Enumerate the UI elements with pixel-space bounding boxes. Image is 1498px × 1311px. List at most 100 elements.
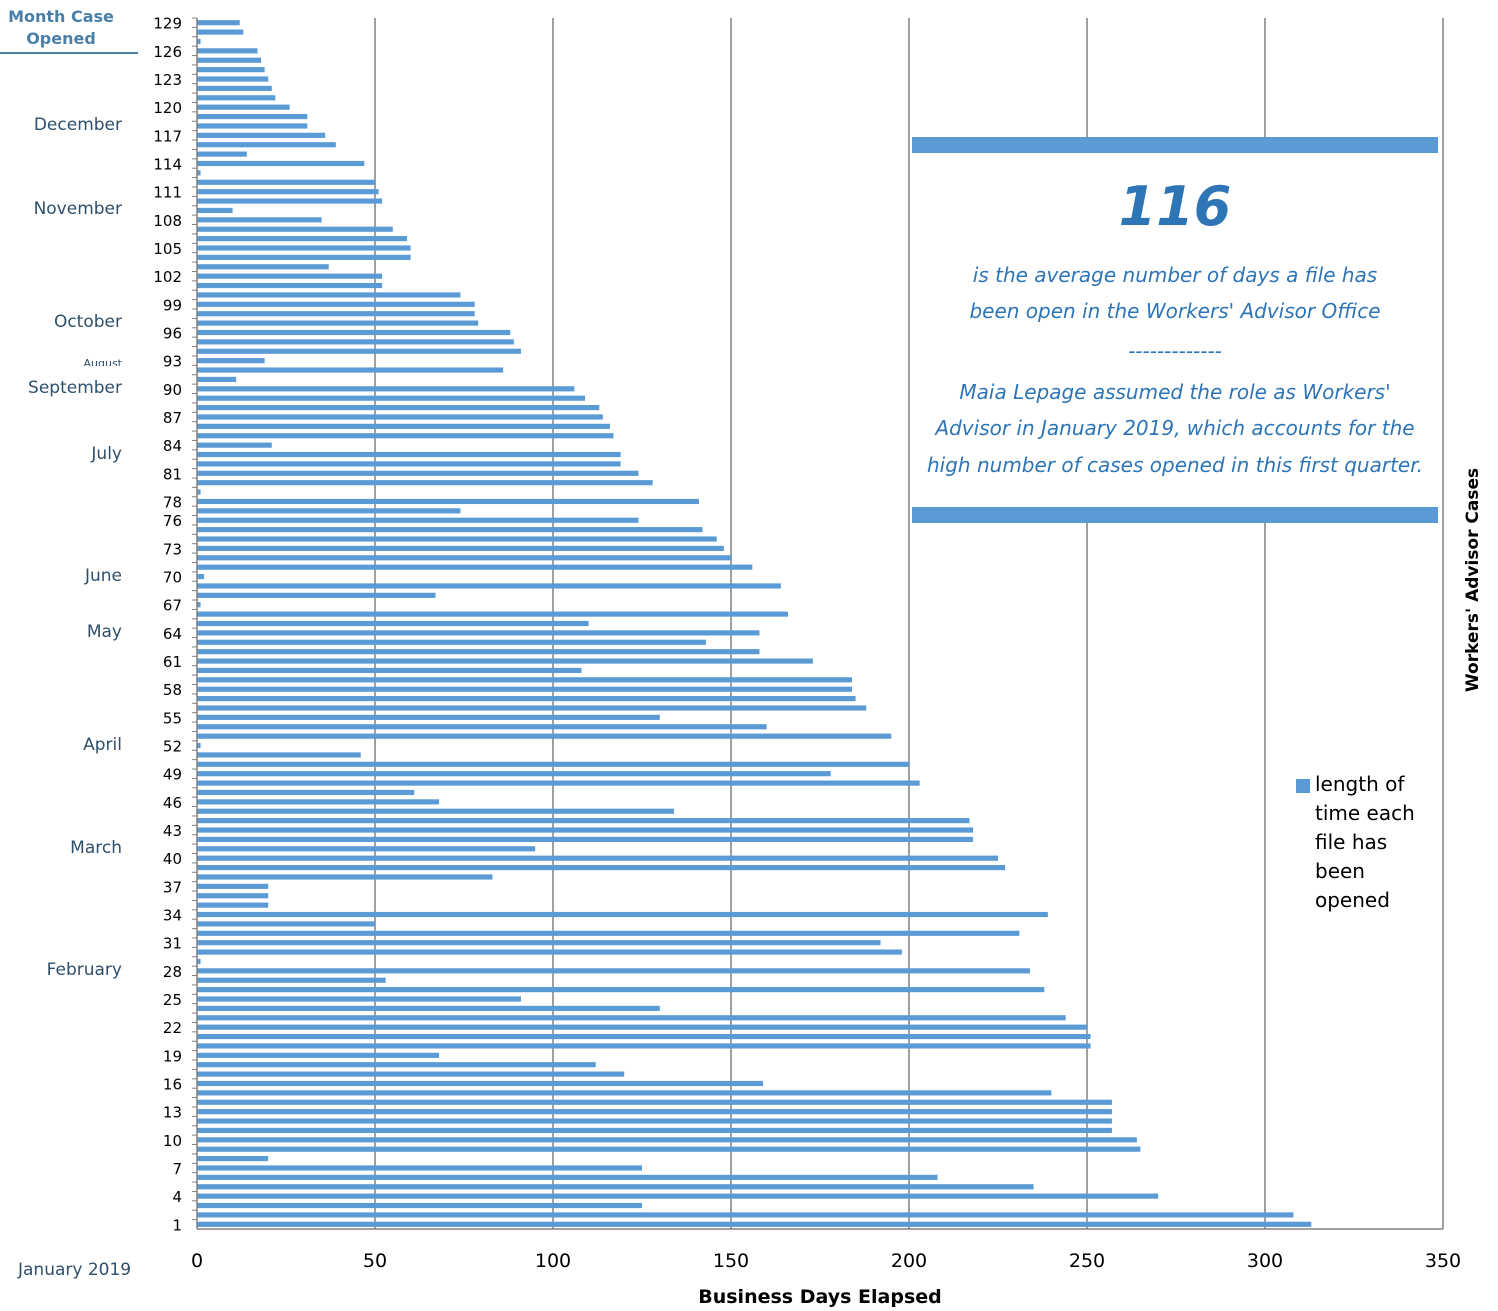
y-tick-label: 114 — [153, 156, 182, 174]
bar-case-101 — [197, 282, 383, 289]
bar-case-45 — [197, 808, 675, 814]
callout-line-5: high number of cases opened in this firs… — [927, 453, 1423, 477]
month-label: June — [84, 565, 122, 586]
bar-case-109 — [197, 207, 233, 214]
bar-case-75 — [197, 527, 703, 533]
bar-case-87 — [197, 414, 603, 420]
bar-case-13 — [197, 1109, 1112, 1115]
bar-case-69 — [197, 583, 781, 589]
y-tick-label: 126 — [153, 43, 182, 61]
bar-case-21 — [197, 1033, 1091, 1040]
month-label: May — [86, 621, 122, 642]
y-tick-label: 87 — [163, 409, 182, 427]
bar-case-47 — [197, 789, 415, 796]
y-tick-label: 16 — [163, 1075, 182, 1093]
bar-case-92 — [197, 367, 504, 373]
bar-case-90 — [197, 386, 575, 392]
bar-case-51 — [197, 752, 361, 758]
bar-case-112 — [197, 179, 375, 185]
month-label: January 2019 — [18, 1260, 132, 1280]
bar-case-125 — [197, 57, 262, 63]
callout-top-rule — [912, 137, 1438, 153]
bar-case-11 — [197, 1127, 1112, 1134]
y-tick-label: 10 — [163, 1132, 182, 1150]
bar-case-108 — [197, 217, 322, 223]
bar-case-22 — [197, 1024, 1087, 1030]
bar-case-20 — [197, 1043, 1091, 1049]
bar-case-86 — [197, 423, 610, 429]
legend-label: length of time each file has been opened — [1315, 772, 1415, 912]
month-header-rule — [0, 52, 138, 54]
bar-case-1 — [197, 1221, 1312, 1227]
month-label: February — [46, 959, 122, 980]
y-tick-label: 40 — [163, 850, 182, 868]
bar-case-37 — [197, 883, 269, 889]
bar-case-17 — [197, 1071, 625, 1077]
bar-case-122 — [197, 85, 272, 91]
bar-case-58 — [197, 686, 853, 692]
bar-case-106 — [197, 236, 408, 242]
tick-labels: 1 4 7 10 13 16 19 22 25 28 31 34 37 40 43 46 49 52 55 58 61 6… — [153, 15, 1461, 1272]
bar-case-120 — [197, 104, 290, 110]
y-tick-label: 67 — [163, 597, 182, 615]
bar-case-14 — [197, 1099, 1112, 1105]
bar-case-91 — [197, 376, 237, 383]
bar-case-23 — [197, 1015, 1066, 1021]
y-tick-label: 120 — [153, 99, 182, 117]
bar-case-124 — [197, 67, 265, 73]
bar-case-38 — [197, 874, 493, 880]
bar-case-30 — [197, 949, 902, 955]
bar-case-78 — [197, 498, 699, 505]
bar-case-24 — [197, 1005, 660, 1011]
bar-case-34 — [197, 911, 1048, 918]
bar-case-66 — [197, 611, 788, 617]
bar-case-32 — [197, 930, 1020, 936]
bar-case-85 — [197, 433, 614, 439]
bar-case-93 — [197, 358, 265, 364]
y-tick-label: 117 — [153, 127, 182, 145]
bar-case-41 — [197, 846, 536, 852]
y-tick-label: 43 — [163, 822, 182, 840]
callout-line-4: Advisor in January 2019, which accounts … — [935, 416, 1415, 440]
average-callout: 116 is the average number of days a file… — [912, 137, 1438, 523]
bar-case-9 — [197, 1146, 1141, 1152]
bar-case-6 — [197, 1174, 938, 1180]
bar-case-15 — [197, 1090, 1052, 1096]
bar-case-95 — [197, 339, 514, 345]
month-label: October — [53, 312, 122, 333]
bar-case-127 — [197, 38, 201, 45]
bar-case-68 — [197, 592, 436, 598]
bar-case-63 — [197, 639, 707, 645]
bar-case-49 — [197, 771, 831, 777]
bar-case-18 — [197, 1062, 596, 1068]
x-axis-title: Business Days Elapsed — [698, 1286, 942, 1308]
y-axis-title: Workers' Advisor Cases — [1463, 467, 1483, 693]
bar-case-54 — [197, 724, 767, 730]
axes — [192, 17, 1443, 1230]
y-tick-label: 13 — [163, 1104, 182, 1122]
bar-case-113 — [197, 170, 201, 176]
month-label: March — [70, 837, 122, 858]
bar-case-59 — [197, 677, 853, 683]
bar-case-67 — [197, 602, 201, 608]
y-tick-label: 64 — [163, 625, 182, 643]
bar-case-83 — [197, 451, 621, 458]
bar-case-25 — [197, 996, 521, 1002]
y-tick-label: 28 — [163, 963, 182, 981]
bar-case-64 — [197, 630, 760, 636]
bar-case-114 — [197, 160, 365, 167]
x-tick-label: 0 — [191, 1250, 203, 1272]
y-tick-label: 99 — [163, 296, 182, 314]
bar-case-44 — [197, 818, 970, 824]
y-tick-label: 25 — [163, 991, 182, 1009]
bar-case-116 — [197, 142, 336, 148]
y-tick-label: 96 — [163, 324, 182, 342]
bar-case-26 — [197, 987, 1045, 993]
bar-case-35 — [197, 902, 269, 908]
bar-case-102 — [197, 273, 383, 279]
y-tick-label: 34 — [163, 907, 182, 925]
bar-case-3 — [197, 1202, 642, 1209]
callout-line-1: is the average number of days a file has — [972, 263, 1378, 287]
bar-case-97 — [197, 320, 479, 326]
bar-case-96 — [197, 329, 511, 336]
